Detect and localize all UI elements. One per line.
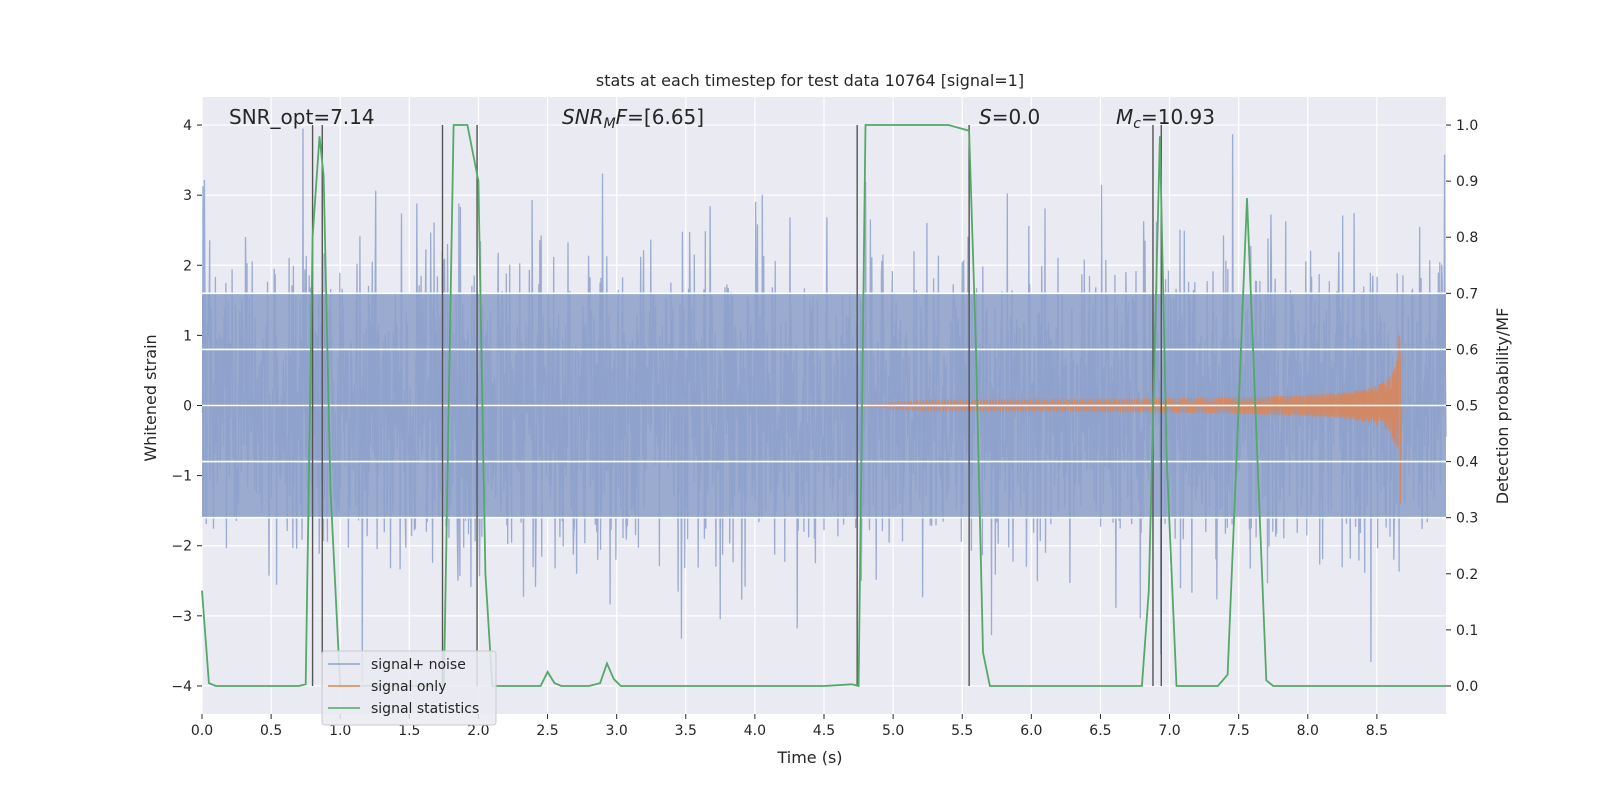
legend-label-signal: signal only bbox=[371, 679, 446, 695]
y-left-tick-label: −3 bbox=[171, 609, 192, 625]
y-left-tick-label: −1 bbox=[171, 469, 192, 485]
x-tick-label: 2.0 bbox=[467, 723, 489, 739]
x-tick-label: 3.0 bbox=[606, 723, 628, 739]
x-tick-label: 3.5 bbox=[675, 723, 697, 739]
annotation-mc: Mc=10.93 bbox=[1116, 105, 1215, 132]
y-right-tick-label: 0.2 bbox=[1456, 567, 1478, 583]
signal-statistics-series bbox=[201, 124, 1446, 688]
y-left-tick-label: 0 bbox=[183, 399, 192, 415]
y-right-tick-label: 0.3 bbox=[1456, 511, 1478, 527]
annotation-s: S=0.0 bbox=[979, 105, 1040, 129]
y-left-tick-label: −2 bbox=[171, 539, 192, 555]
legend-box bbox=[321, 650, 497, 726]
x-tick-label: 0.0 bbox=[191, 723, 213, 739]
x-tick-label: 7.5 bbox=[1228, 723, 1250, 739]
x-axis-label: Time (s) bbox=[776, 748, 842, 767]
y-right-tick-label: 1.0 bbox=[1456, 118, 1478, 134]
y-right-tick-label: 0.6 bbox=[1456, 342, 1478, 358]
x-tick-label: 0.5 bbox=[260, 723, 282, 739]
y-left-tick-label: 2 bbox=[183, 258, 192, 274]
y-left-tick-label: −4 bbox=[171, 679, 192, 695]
x-tick-label: 1.0 bbox=[329, 723, 351, 739]
noise-line bbox=[201, 128, 1447, 683]
annotation-snr-mf: SNRMF=[6.65] bbox=[562, 105, 704, 132]
annotation-snr-opt: SNR_opt=7.14 bbox=[229, 105, 375, 129]
y-right-tick-label: 0.4 bbox=[1456, 455, 1478, 471]
chart-title: stats at each timestep for test data 107… bbox=[596, 71, 1024, 90]
x-tick-label: 4.0 bbox=[744, 723, 766, 739]
y-left-tick-label: 4 bbox=[183, 118, 192, 134]
y-left-tick-label: 1 bbox=[183, 328, 192, 344]
y-right-tick-label: 0.0 bbox=[1456, 679, 1478, 695]
x-tick-label: 5.0 bbox=[882, 723, 904, 739]
ticks: 0.0 0.5 1.0 1.5 2.0 2.5 3.0 3.5 4.0 4.5 5.0 5.5 6.0 6… bbox=[171, 118, 1478, 739]
x-tick-label: 6.5 bbox=[1089, 723, 1111, 739]
y-right-tick-label: 0.5 bbox=[1456, 399, 1478, 415]
y-right-tick-label: 0.9 bbox=[1456, 174, 1478, 190]
y-left-tick-label: 3 bbox=[183, 188, 192, 204]
x-tick-label: 7.0 bbox=[1158, 723, 1180, 739]
x-tick-label: 4.5 bbox=[813, 723, 835, 739]
y-right-tick-label: 0.1 bbox=[1456, 623, 1478, 639]
legend-label-stats: signal statistics bbox=[371, 701, 479, 717]
legend-label-noise: signal+ noise bbox=[371, 657, 466, 673]
y-axis-right-label: Detection probability/MF bbox=[1493, 308, 1512, 505]
x-tick-label: 2.5 bbox=[536, 723, 558, 739]
signal-statistics-line bbox=[201, 124, 1446, 688]
x-tick-label: 1.5 bbox=[398, 723, 420, 739]
x-tick-label: 5.5 bbox=[951, 723, 973, 739]
y-right-tick-label: 0.7 bbox=[1456, 286, 1478, 302]
x-tick-label: 6.0 bbox=[1020, 723, 1042, 739]
legend: signal+ noise signal only signal statist… bbox=[321, 650, 497, 726]
y-right-tick-label: 0.8 bbox=[1456, 230, 1478, 246]
x-tick-label: 8.0 bbox=[1297, 723, 1319, 739]
y-axis-left-label: Whitened strain bbox=[141, 334, 160, 461]
x-tick-label: 8.5 bbox=[1366, 723, 1388, 739]
